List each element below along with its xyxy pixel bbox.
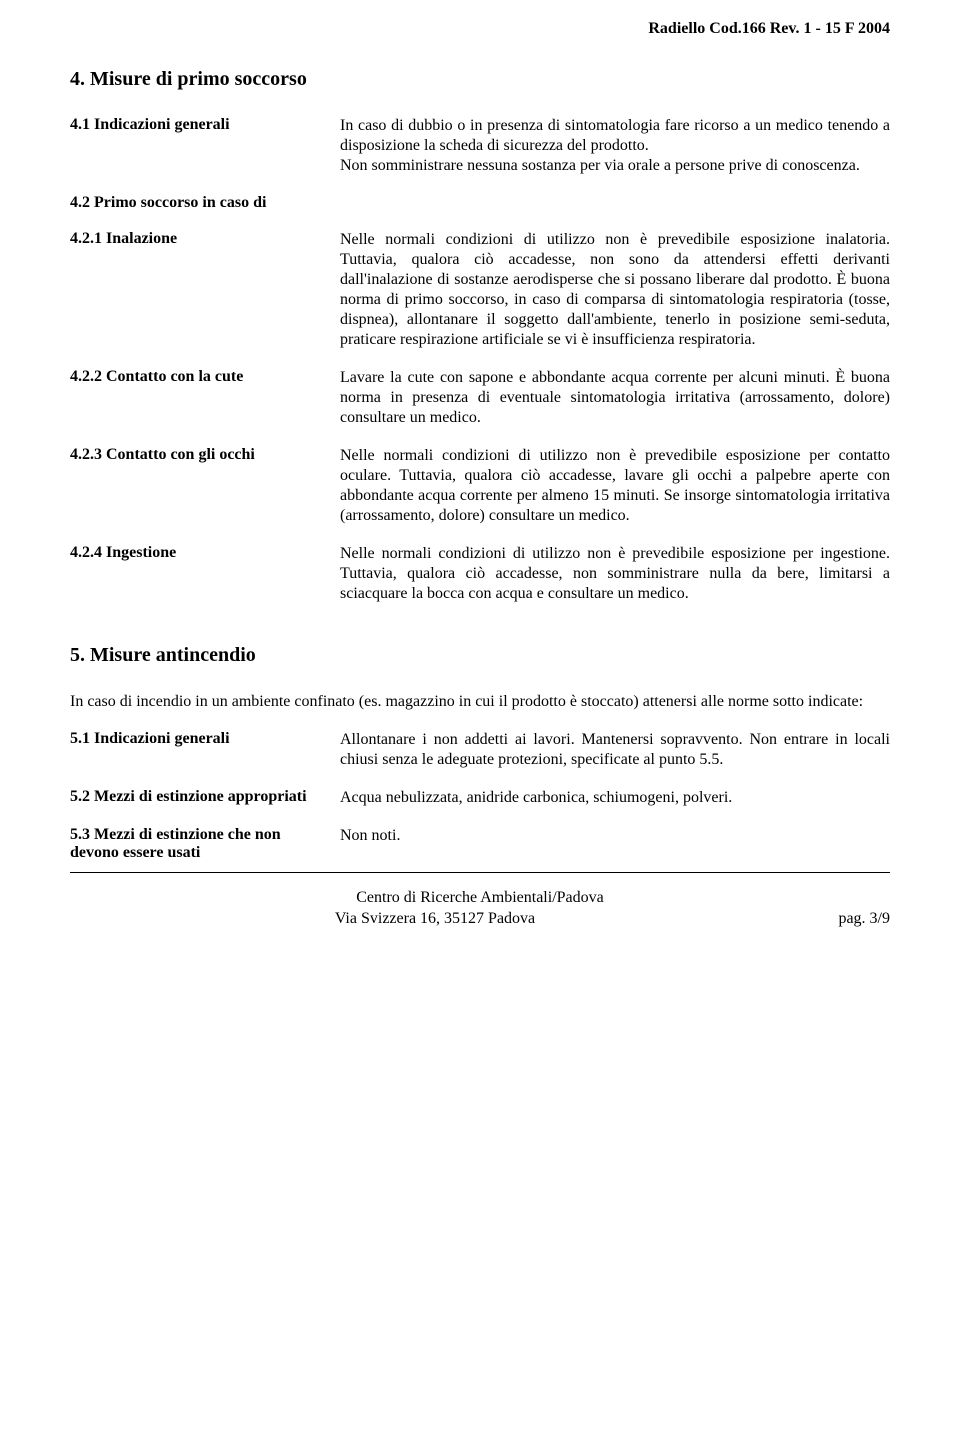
text-4-2-4: Nelle normali condizioni di utilizzo non… xyxy=(340,544,890,604)
label-5-2: 5.2 Mezzi di estinzione appropriati xyxy=(70,788,340,806)
text-5-3: Non noti. xyxy=(340,826,890,846)
label-4-1: 4.1 Indicazioni generali xyxy=(70,116,340,134)
row-4-2-2: 4.2.2 Contatto con la cute Lavare la cut… xyxy=(70,368,890,428)
footer-page-number: pag. 3/9 xyxy=(800,909,890,930)
row-5-3: 5.3 Mezzi di estinzione che non devono e… xyxy=(70,826,890,862)
section-5-title: 5. Misure antincendio xyxy=(70,644,890,667)
text-5-2: Acqua nebulizzata, anidride carbonica, s… xyxy=(340,788,890,808)
row-4-1: 4.1 Indicazioni generali In caso di dubb… xyxy=(70,116,890,176)
text-5-1: Allontanare i non addetti ai lavori. Man… xyxy=(340,730,890,770)
row-4-2-4: 4.2.4 Ingestione Nelle normali condizion… xyxy=(70,544,890,604)
text-4-2-1: Nelle normali condizioni di utilizzo non… xyxy=(340,230,890,350)
row-5-1: 5.1 Indicazioni generali Allontanare i n… xyxy=(70,730,890,770)
label-4-2-3: 4.2.3 Contatto con gli occhi xyxy=(70,446,340,464)
footer-divider xyxy=(70,872,890,873)
label-4-2-4: 4.2.4 Ingestione xyxy=(70,544,340,562)
page-footer: Centro di Ricerche Ambientali/Padova Via… xyxy=(70,888,890,930)
row-4-2-1: 4.2.1 Inalazione Nelle normali condizion… xyxy=(70,230,890,350)
doc-header-code: Radiello Cod.166 Rev. 1 - 15 F 2004 xyxy=(70,20,890,38)
row-4-2-3: 4.2.3 Contatto con gli occhi Nelle norma… xyxy=(70,446,890,526)
section-4-title: 4. Misure di primo soccorso xyxy=(70,68,890,91)
label-4-2-1: 4.2.1 Inalazione xyxy=(70,230,340,248)
footer-line2: Via Svizzera 16, 35127 Padova xyxy=(70,909,800,930)
text-4-1: In caso di dubbio o in presenza di sinto… xyxy=(340,116,890,176)
label-5-1: 5.1 Indicazioni generali xyxy=(70,730,340,748)
text-4-2-3: Nelle normali condizioni di utilizzo non… xyxy=(340,446,890,526)
section-5-intro: In caso di incendio in un ambiente confi… xyxy=(70,692,890,712)
label-5-3: 5.3 Mezzi di estinzione che non devono e… xyxy=(70,826,340,862)
label-4-2: 4.2 Primo soccorso in caso di xyxy=(70,194,890,212)
text-4-2-2: Lavare la cute con sapone e abbondante a… xyxy=(340,368,890,428)
label-4-2-2: 4.2.2 Contatto con la cute xyxy=(70,368,340,386)
footer-line1: Centro di Ricerche Ambientali/Padova xyxy=(70,888,890,909)
row-5-2: 5.2 Mezzi di estinzione appropriati Acqu… xyxy=(70,788,890,808)
